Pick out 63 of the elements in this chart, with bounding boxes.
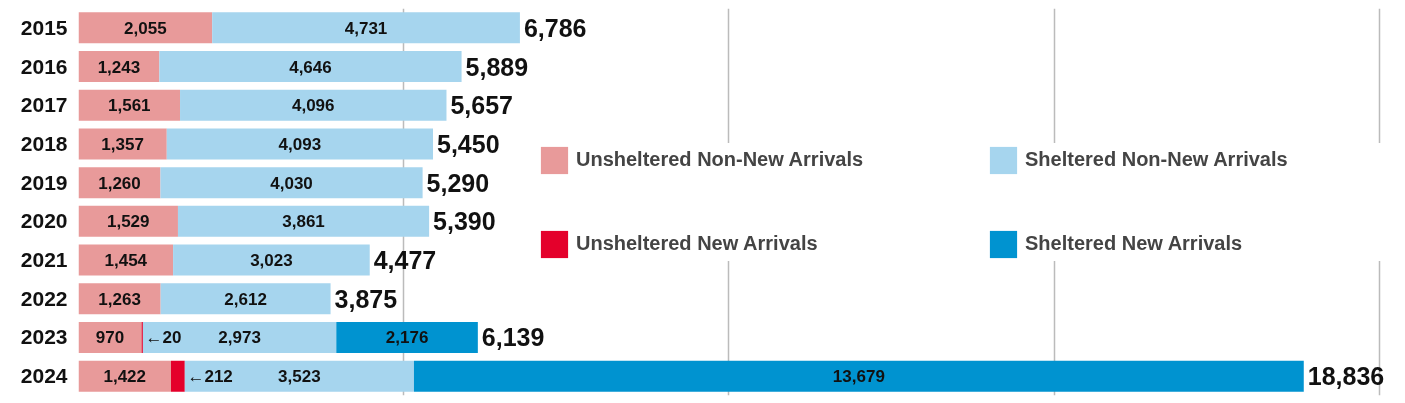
data-label: 3,023 [250, 251, 293, 271]
bar [78, 89, 181, 121]
total-label: 4,477 [373, 246, 437, 275]
y-tick-label: 2022 [20, 286, 68, 310]
bar [212, 12, 520, 44]
data-label: 4,646 [289, 57, 332, 77]
data-label: 2,055 [124, 18, 167, 38]
bar [413, 360, 1304, 392]
total-label: 5,390 [433, 207, 496, 236]
data-label: 1,454 [104, 251, 148, 271]
data-label: 970 [95, 328, 125, 348]
total-label: 5,889 [465, 52, 529, 81]
data-label: 1,263 [98, 289, 141, 309]
y-tick-label: 2019 [20, 170, 68, 194]
total-label: 6,786 [523, 13, 587, 42]
bar [171, 360, 185, 392]
total-label: 6,139 [481, 323, 545, 352]
legend-label: Unsheltered Non-New Arrivals [576, 148, 865, 171]
legend-label: Unsheltered New Arrivals [576, 232, 819, 255]
data-label: 1,357 [101, 134, 144, 154]
bar [180, 89, 447, 121]
data-label: 1,529 [106, 212, 150, 232]
total-label: 5,657 [450, 91, 514, 120]
total-label: 5,290 [426, 168, 490, 197]
data-label: 1,260 [98, 173, 141, 193]
bar [177, 205, 430, 237]
data-label: ←212 [187, 366, 233, 386]
data-label: 13,679 [832, 367, 885, 387]
data-label: 4,096 [291, 96, 335, 116]
data-label: 1,243 [97, 57, 141, 77]
total-label: 3,875 [334, 284, 398, 313]
bar [142, 321, 337, 353]
bar [184, 360, 414, 392]
bar [160, 283, 331, 315]
data-label: ←20 [145, 327, 182, 347]
bar [336, 321, 478, 353]
y-tick-label: 2016 [20, 54, 68, 78]
data-label: 3,523 [278, 367, 321, 387]
data-label: 4,030 [270, 173, 313, 193]
y-tick-label: 2024 [20, 364, 68, 388]
total-label: 18,836 [1307, 362, 1385, 391]
y-tick-label: 2015 [20, 15, 68, 39]
data-label: 1,422 [103, 367, 147, 387]
legend-label: Sheltered New Arrivals [1025, 232, 1244, 255]
data-label: 2,612 [224, 289, 267, 309]
data-label: 3,861 [282, 212, 325, 232]
bar [160, 167, 423, 199]
bar [159, 51, 462, 83]
y-tick-label: 2020 [20, 209, 68, 233]
data-label: 2,176 [385, 328, 429, 348]
data-label: 1,561 [108, 96, 151, 116]
data-label: 4,731 [344, 18, 388, 38]
data-label: 2,973 [218, 328, 261, 348]
bar [166, 128, 434, 160]
bar [78, 12, 213, 44]
y-tick-label: 2021 [20, 248, 68, 272]
data-label: 4,093 [278, 134, 322, 154]
y-tick-label: 2017 [20, 93, 68, 117]
total-label: 5,450 [437, 129, 500, 158]
y-tick-label: 2023 [20, 325, 68, 349]
legend-label: Sheltered Non-New Arrivals [1025, 148, 1289, 171]
bar [173, 244, 370, 276]
y-tick-label: 2018 [20, 131, 68, 155]
